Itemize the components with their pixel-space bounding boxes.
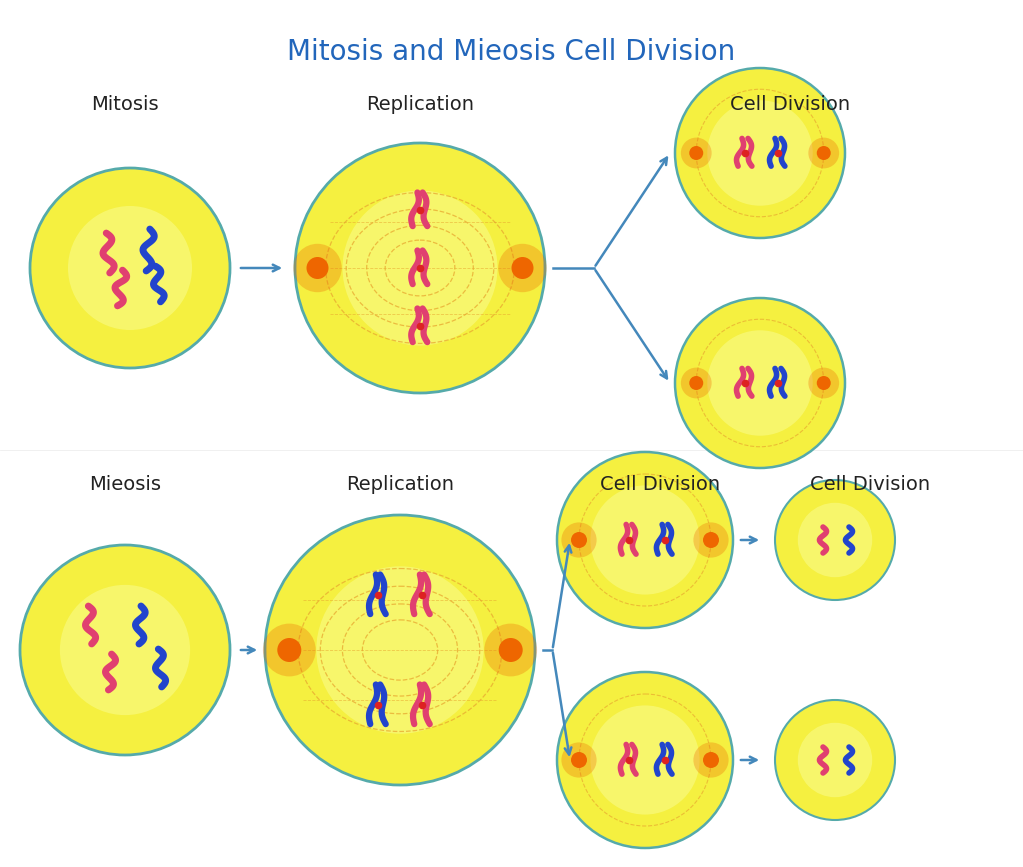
Circle shape xyxy=(811,736,859,784)
Circle shape xyxy=(290,539,510,760)
Text: Mitosis: Mitosis xyxy=(91,95,159,114)
Circle shape xyxy=(775,700,895,820)
Circle shape xyxy=(675,298,845,468)
Circle shape xyxy=(775,700,895,820)
Circle shape xyxy=(703,752,719,768)
Circle shape xyxy=(675,68,845,238)
Text: Cell Division: Cell Division xyxy=(599,475,720,494)
Circle shape xyxy=(675,298,845,468)
Circle shape xyxy=(590,486,700,595)
Circle shape xyxy=(30,168,230,368)
Circle shape xyxy=(20,545,230,755)
Circle shape xyxy=(316,566,484,733)
Circle shape xyxy=(294,244,342,292)
Circle shape xyxy=(798,503,873,577)
Circle shape xyxy=(707,101,812,205)
Circle shape xyxy=(691,83,830,223)
Circle shape xyxy=(707,101,812,205)
Circle shape xyxy=(707,330,812,436)
Circle shape xyxy=(295,143,545,393)
Circle shape xyxy=(610,505,680,575)
Circle shape xyxy=(694,742,728,778)
Circle shape xyxy=(317,166,523,370)
Text: Cell Division: Cell Division xyxy=(730,95,850,114)
Circle shape xyxy=(557,672,733,848)
Circle shape xyxy=(590,486,700,595)
Circle shape xyxy=(816,376,831,390)
Circle shape xyxy=(707,330,812,436)
Circle shape xyxy=(775,480,895,600)
Circle shape xyxy=(571,532,587,548)
Circle shape xyxy=(39,564,211,736)
Circle shape xyxy=(30,168,230,368)
Circle shape xyxy=(811,516,859,564)
Circle shape xyxy=(265,515,535,785)
Circle shape xyxy=(20,545,230,755)
Circle shape xyxy=(675,68,845,238)
Circle shape xyxy=(498,638,523,662)
Text: Replication: Replication xyxy=(366,95,474,114)
Text: Mieosis: Mieosis xyxy=(89,475,161,494)
Circle shape xyxy=(573,688,717,832)
Circle shape xyxy=(68,206,192,330)
Circle shape xyxy=(562,742,596,778)
Circle shape xyxy=(265,515,535,785)
Text: Mitosis and Mieosis Cell Division: Mitosis and Mieosis Cell Division xyxy=(286,38,736,66)
Circle shape xyxy=(307,257,328,279)
Circle shape xyxy=(808,138,839,168)
Circle shape xyxy=(68,206,192,330)
Circle shape xyxy=(798,503,873,577)
Circle shape xyxy=(726,119,794,187)
Text: Cell Division: Cell Division xyxy=(810,475,930,494)
Circle shape xyxy=(512,257,534,279)
Circle shape xyxy=(557,672,733,848)
Circle shape xyxy=(60,585,190,715)
Circle shape xyxy=(277,638,302,662)
Circle shape xyxy=(60,585,190,715)
Circle shape xyxy=(557,452,733,628)
Circle shape xyxy=(808,368,839,399)
Circle shape xyxy=(726,349,794,417)
Circle shape xyxy=(343,191,497,346)
Circle shape xyxy=(690,146,703,160)
Circle shape xyxy=(346,596,454,704)
Circle shape xyxy=(681,368,712,399)
Circle shape xyxy=(83,608,167,692)
Circle shape xyxy=(786,491,884,590)
Circle shape xyxy=(703,532,719,548)
Circle shape xyxy=(316,566,484,733)
Circle shape xyxy=(48,186,212,350)
Circle shape xyxy=(816,146,831,160)
Circle shape xyxy=(590,706,700,815)
Circle shape xyxy=(691,313,830,453)
Circle shape xyxy=(610,725,680,795)
Circle shape xyxy=(690,376,703,390)
Circle shape xyxy=(798,723,873,797)
Circle shape xyxy=(694,523,728,557)
Circle shape xyxy=(571,752,587,768)
Circle shape xyxy=(590,706,700,815)
Circle shape xyxy=(484,623,537,676)
Circle shape xyxy=(498,244,546,292)
Circle shape xyxy=(295,143,545,393)
Circle shape xyxy=(263,623,316,676)
Circle shape xyxy=(370,218,470,318)
Circle shape xyxy=(786,711,884,809)
Circle shape xyxy=(557,452,733,628)
Circle shape xyxy=(343,191,497,346)
Text: Replication: Replication xyxy=(346,475,454,494)
Circle shape xyxy=(681,138,712,168)
Circle shape xyxy=(562,523,596,557)
Circle shape xyxy=(775,480,895,600)
Circle shape xyxy=(798,723,873,797)
Circle shape xyxy=(573,468,717,612)
Circle shape xyxy=(90,228,170,308)
